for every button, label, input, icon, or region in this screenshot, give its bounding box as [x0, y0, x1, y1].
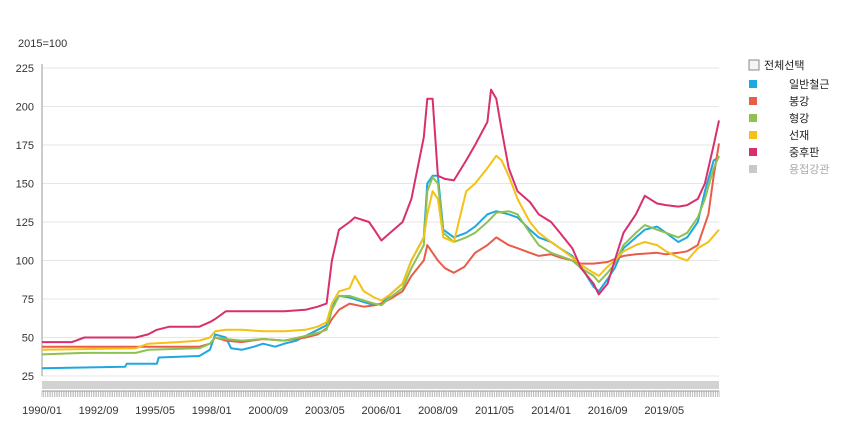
series-line-일반철근 [41, 156, 720, 370]
x-tick-label: 2000/09 [248, 405, 288, 417]
y-tick-label: 175 [16, 140, 34, 152]
x-tick-label: 2014/01 [531, 405, 571, 417]
series-line-선재 [41, 154, 720, 351]
x-tick-label: 2011/05 [475, 405, 514, 417]
x-axis: 1990/01 1992/09 1995/05 1998/01 2000/09 2003/… [22, 390, 720, 417]
series-layer [41, 88, 720, 370]
y-tick-label: 50 [22, 333, 34, 345]
series-line-봉강 [42, 143, 720, 348]
legend-swatch-봉강[interactable] [749, 97, 757, 105]
y-tick-label: 75 [22, 294, 34, 306]
x-tick-label: 1998/01 [192, 405, 232, 417]
series-line-형강 [41, 155, 720, 356]
legend-item-일반철근[interactable]: 일반철근 [789, 77, 829, 91]
select-all-label[interactable]: 전체선택 [764, 59, 804, 72]
unit-label: 2015=100 [18, 38, 67, 50]
legend-item-용접강관[interactable]: 용접강관 [789, 163, 829, 176]
x-tick-label: 2006/01 [362, 405, 402, 417]
y-tick-label: 225 [16, 63, 34, 75]
legend-swatch-일반철근[interactable] [749, 80, 757, 88]
legend-swatch-형강[interactable] [749, 114, 757, 122]
y-tick-label: 100 [16, 256, 34, 268]
scrollbar-track[interactable] [42, 381, 719, 389]
legend-swatch-중후판[interactable] [749, 148, 757, 156]
legend-swatch-용접강관[interactable] [749, 165, 757, 173]
legend-item-선재[interactable]: 선재 [789, 129, 809, 142]
legend-item-형강[interactable]: 형강 [789, 112, 809, 125]
x-tick-label: 2003/05 [305, 405, 345, 417]
select-all-checkbox[interactable] [748, 59, 760, 71]
grid-layer [42, 67, 719, 377]
legend-swatch-선재[interactable] [749, 131, 757, 139]
y-tick-label: 125 [16, 217, 34, 229]
x-tick-label: 1995/05 [135, 405, 175, 417]
y-tick-label: 150 [16, 179, 34, 191]
series-line-중후판 [42, 88, 720, 344]
y-tick-label: 25 [22, 371, 34, 383]
legend-item-중후판[interactable]: 중후판 [789, 146, 819, 159]
x-tick-label: 1992/09 [79, 405, 119, 417]
x-tick-label: 2019/05 [644, 405, 684, 417]
x-tick-label: 1990/01 [22, 405, 62, 417]
range-scrollbar[interactable] [42, 381, 719, 389]
y-tick-label: 200 [16, 102, 34, 114]
x-tick-label: 2008/09 [418, 405, 458, 417]
x-tick-label: 2016/09 [588, 405, 628, 417]
y-axis: 25 50 75 100 125 150 175 200 225 [16, 63, 43, 383]
legend-item-봉강[interactable]: 봉강 [789, 95, 809, 108]
